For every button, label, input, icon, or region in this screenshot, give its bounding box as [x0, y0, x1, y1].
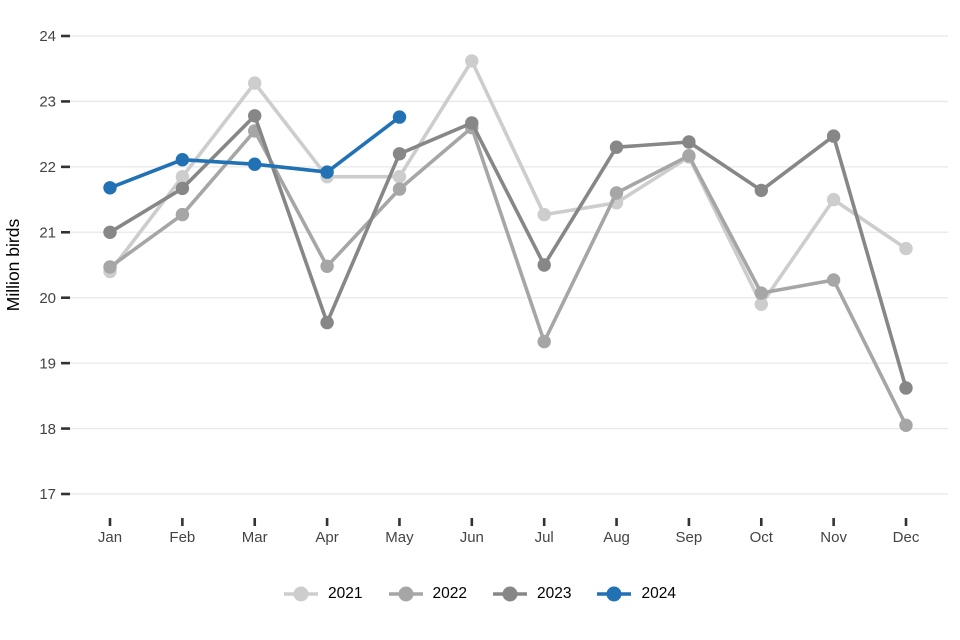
- data-point-2023-Sep: [682, 135, 696, 149]
- data-point-2024-Apr: [320, 165, 334, 179]
- legend-label: 2022: [432, 585, 467, 603]
- legend-label: 2023: [537, 585, 572, 603]
- data-point-2023-Oct: [754, 183, 768, 198]
- data-point-2022-Nov: [826, 273, 841, 287]
- x-tick-label: Feb: [169, 529, 195, 546]
- data-point-2023-Jun: [465, 116, 479, 130]
- legend-key-icon: [388, 586, 423, 602]
- data-point-2023-Jul: [537, 258, 551, 272]
- legend-key-icon: [597, 586, 632, 602]
- data-point-2023-Aug: [609, 140, 624, 154]
- legend-key-icon: [284, 586, 319, 602]
- data-point-2022-Oct: [754, 286, 768, 300]
- data-point-2021-Oct: [754, 297, 768, 311]
- data-point-2024-Jan: [103, 181, 117, 195]
- data-point-2023-Apr: [320, 315, 334, 330]
- legend-item-2022: 2022: [388, 585, 467, 603]
- y-tick-label: 19: [39, 355, 56, 372]
- data-point-2022-Aug: [609, 186, 624, 200]
- data-point-2022-Jan: [103, 260, 117, 274]
- legend-item-2024: 2024: [597, 585, 676, 603]
- data-point-2022-Sep: [682, 149, 696, 163]
- y-tick-label: 18: [39, 421, 56, 438]
- data-point-2021-Jun: [465, 54, 479, 68]
- data-point-2024-Feb: [175, 153, 190, 167]
- x-tick-label: Apr: [315, 529, 338, 546]
- x-tick-label: Aug: [603, 529, 630, 546]
- data-point-2021-Jul: [537, 207, 551, 222]
- legend-label: 2021: [328, 585, 363, 603]
- legend-key-dot: [293, 586, 309, 602]
- data-point-2023-May: [392, 147, 407, 161]
- legend-key-icon: [493, 586, 527, 602]
- data-point-2022-May: [392, 182, 407, 196]
- data-point-2024-Mar: [248, 157, 262, 171]
- y-tick-label: 23: [39, 94, 56, 111]
- x-tick-label: Jun: [460, 529, 484, 546]
- data-point-2021-Dec: [899, 241, 913, 256]
- y-tick-label: 22: [39, 159, 56, 176]
- chart-legend: 2021 2022 2023 2024: [0, 585, 960, 603]
- y-tick-label: 21: [39, 224, 56, 241]
- x-tick-label: Jan: [98, 529, 122, 546]
- series-line-2021: [108, 59, 908, 307]
- data-point-2022-Dec: [899, 418, 913, 432]
- chart-canvas: 24 23 22 21 20 19 18 17 Jan Feb Mar Apr May Jun Jul Aug…: [3, 28, 948, 546]
- y-tick-label: 20: [39, 290, 56, 307]
- data-point-2022-Feb: [175, 207, 190, 222]
- legend-item-2021: 2021: [284, 585, 363, 603]
- data-point-2021-Nov: [826, 192, 841, 207]
- x-tick-label: Sep: [676, 529, 703, 546]
- x-tick-label: Nov: [820, 529, 847, 546]
- legend-item-2023: 2023: [493, 585, 571, 603]
- x-tick-label: May: [385, 529, 414, 546]
- data-point-2024-May: [392, 110, 407, 124]
- y-tick-label: 17: [39, 486, 56, 503]
- data-point-2023-Jan: [103, 225, 117, 239]
- data-point-2023-Nov: [826, 129, 841, 143]
- data-point-2023-Mar: [248, 109, 262, 123]
- data-point-2023-Feb: [175, 181, 190, 196]
- series-line-2023: [108, 114, 908, 390]
- legend-key-dot: [502, 586, 518, 602]
- data-point-2023-Dec: [899, 381, 913, 395]
- data-point-2022-Apr: [320, 259, 334, 273]
- data-point-2021-Feb: [175, 170, 190, 184]
- x-tick-label: Dec: [893, 529, 920, 546]
- x-tick-label: Mar: [242, 529, 268, 546]
- x-tick-label: Oct: [750, 529, 774, 546]
- y-tick-label: 24: [39, 28, 56, 45]
- legend-label: 2024: [641, 585, 676, 603]
- data-point-2022-Jul: [537, 334, 551, 349]
- data-point-2021-Mar: [248, 76, 262, 90]
- legend-key-dot: [398, 586, 414, 602]
- legend-key-dot: [606, 586, 622, 602]
- series-line-2022: [108, 125, 908, 428]
- x-tick-label: Jul: [535, 529, 554, 546]
- data-point-2021-May: [392, 170, 407, 184]
- y-axis-title: Million birds: [3, 219, 23, 312]
